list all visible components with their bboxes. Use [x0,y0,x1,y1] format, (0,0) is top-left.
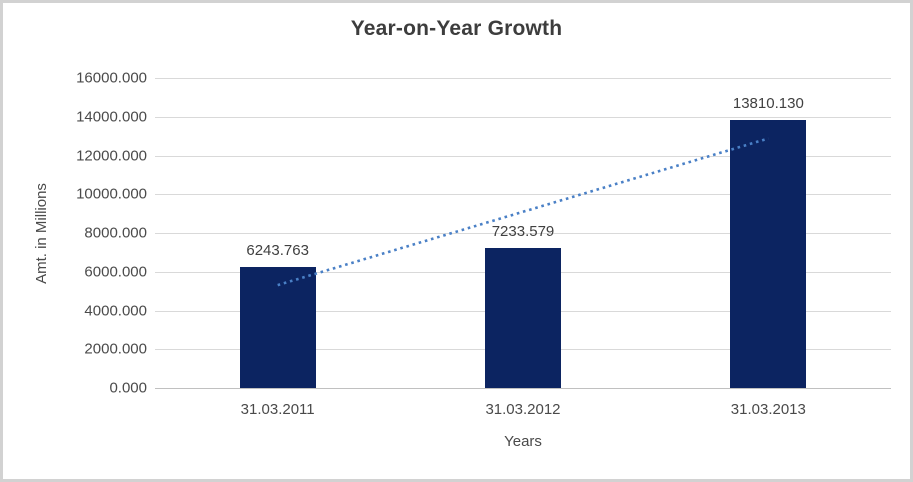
gridline [155,194,891,196]
gridline [155,78,891,79]
y-tick-label: 10000.000 [76,185,147,203]
gridline [155,116,891,118]
y-tick-label: 6000.000 [84,263,147,281]
trendline [277,137,769,287]
trendline-path [277,137,769,287]
x-axis-line [155,388,891,389]
x-tick-label: 31.03.2013 [730,401,806,418]
bar [239,267,316,388]
bar-data-label: 6243.763 [246,242,309,260]
y-tick-label: 14000.000 [76,108,147,126]
x-tick-label: 31.03.2012 [485,401,561,418]
bar [730,120,807,388]
y-tick-label: 12000.000 [76,147,147,164]
y-tick-label: 8000.000 [84,224,147,242]
y-tick-label: 16000.000 [76,69,147,87]
gridline [155,233,891,234]
bar-data-label: 13810.130 [732,95,804,113]
y-tick-label: 4000.000 [84,302,147,319]
y-tick-label: 0.000 [109,379,147,397]
gridline [155,155,891,157]
x-axis-title: Years [504,433,542,450]
y-tick-label: 2000.000 [84,340,147,358]
chart-title: Year-on-Year Growth [350,17,563,40]
bar [485,247,561,388]
bar-data-label: 7233.579 [491,222,555,240]
plot-area: 6243.763 7233.579 13810.130 [155,78,891,389]
x-tick-label: 31.03.2011 [240,401,315,418]
